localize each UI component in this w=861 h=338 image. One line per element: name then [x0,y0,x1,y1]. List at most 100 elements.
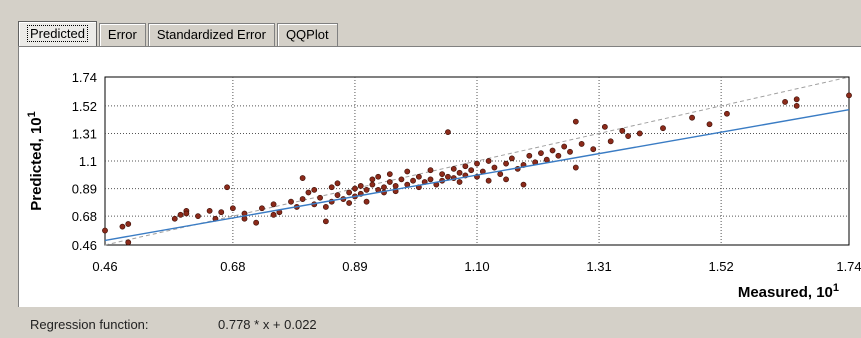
x-tick-label: 1.31 [586,259,611,274]
data-point [311,186,318,193]
tab-qqplot[interactable]: QQPlot [276,23,338,46]
data-point [549,147,556,154]
x-tick-label: 0.68 [220,259,245,274]
chart-panel: 0.46 0.68 0.89 1.10 1.31 1.52 1.74 1.74 1.52 1.3… [18,46,861,307]
data-point [363,186,370,193]
data-point [410,177,416,184]
data-point [392,183,399,189]
data-point [619,127,626,134]
data-point [386,179,393,185]
data-point [375,173,382,180]
x-tick-labels: 0.46 0.68 0.89 1.10 1.31 1.52 1.74 [92,259,861,274]
data-point [183,210,190,217]
data-point [224,184,230,191]
data-point [607,138,614,145]
data-point [317,194,323,201]
y-tick-label: 0.46 [72,238,97,253]
data-point [538,150,544,157]
tab-error[interactable]: Error [98,23,146,46]
tab-predicted-label: Predicted [27,25,88,42]
data-point [660,125,666,132]
data-point [456,179,463,185]
data-point [357,183,364,189]
y-tick-label: 1.52 [72,99,97,114]
data-point [270,201,277,208]
data-point [555,152,562,159]
data-point [572,164,579,171]
tab-qqplot-label: QQPlot [285,27,329,42]
data-points [102,92,852,246]
data-point [218,209,225,216]
data-point [497,171,504,178]
status-bar: Regression function: 0.778 * x + 0.022 [0,308,861,338]
data-point [590,146,597,153]
data-point [299,196,306,202]
y-tick-label: 1.1 [79,154,97,169]
data-point [206,207,213,214]
data-point [572,118,579,125]
data-point [328,184,335,191]
data-point [445,173,451,180]
data-point [195,213,201,220]
regression-line [104,109,850,242]
data-point [793,96,800,103]
data-point [369,181,376,188]
data-point [450,165,457,172]
data-point [259,205,265,212]
data-point [439,171,446,178]
data-point [125,221,132,227]
data-point [398,176,405,183]
data-point [625,133,632,139]
data-point [404,168,411,175]
data-point [334,192,341,199]
data-point [346,200,353,206]
data-point [322,204,329,210]
data-point [352,185,358,192]
data-point [119,223,126,230]
x-tick-label: 0.46 [92,259,117,274]
data-point [567,148,573,155]
data-point [322,218,329,225]
x-tick-label: 1.10 [464,259,489,274]
y-axis-label: Predicted, 101 [26,111,45,211]
data-point [381,184,387,191]
x-tick-label: 1.52 [708,259,733,274]
data-point [229,205,236,212]
regression-function-value: 0.778 * x + 0.022 [218,317,317,332]
data-point [456,169,463,176]
regression-function-label: Regression function: [30,317,149,332]
data-point [543,156,550,163]
data-point [485,177,492,184]
data-point [102,227,108,234]
data-point [305,189,312,196]
x-tick-label: 1.74 [836,259,861,274]
tab-standardized-error[interactable]: Standardized Error [147,23,275,46]
data-point [474,160,480,167]
data-point [491,164,498,171]
y-tick-label: 1.74 [72,70,97,85]
data-point [601,123,608,130]
scatter-chart: 0.46 0.68 0.89 1.10 1.31 1.52 1.74 1.74 1.52 1.3… [26,70,861,301]
x-axis-label: Measured, 101 [738,282,839,301]
data-point [578,141,585,147]
data-point [503,160,509,167]
y-tick-labels: 1.74 1.52 1.31 1.1 0.89 0.68 0.46 [72,70,97,253]
data-point [369,176,376,183]
y-tick-label: 0.89 [72,182,97,197]
tab-error-label: Error [107,27,137,42]
tab-predicted[interactable]: Predicted [18,21,97,46]
data-point [520,181,527,188]
data-point [445,129,451,136]
data-point [363,198,370,205]
data-point [503,176,509,183]
data-point [427,176,434,183]
data-point [462,163,469,170]
data-point [846,92,852,99]
data-point [724,110,730,117]
tab-standardized-error-label: Standardized Error [156,27,266,42]
data-point [689,114,695,121]
data-point [270,211,277,218]
regression-line-group [104,109,850,242]
data-point [706,121,713,128]
